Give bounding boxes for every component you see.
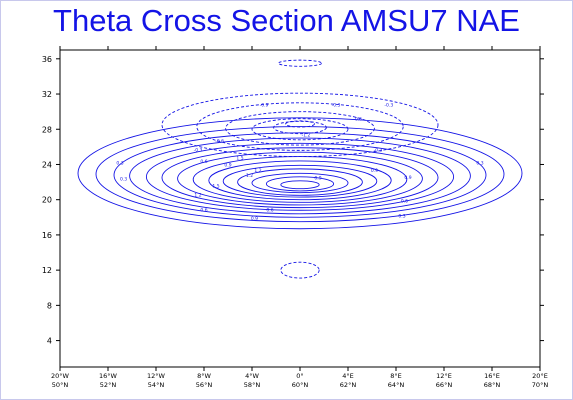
- y-tick-label: 24: [42, 160, 52, 169]
- y-tick-label: 28: [42, 125, 52, 134]
- contour-label: -1.2: [302, 133, 311, 139]
- x-tick-label-lon: 0°: [296, 372, 303, 380]
- x-tick-label-lon: 12°W: [147, 372, 166, 380]
- axes-group: 4 8 12 16 20 24 28 32 36 20°W50°N 16°W52°N 12°W54°N…: [42, 46, 549, 389]
- contour-labels-group: 0.3 0.6 0.9 1.2 1.5 0.3 0.6 0.9 1.2 0.9 0.6 0.3 0.3 0…: [116, 103, 483, 223]
- contour-label: -0.3: [384, 103, 393, 109]
- contour-line-positive: [113, 132, 487, 218]
- y-tick-label: 8: [47, 301, 52, 310]
- chart-title: Theta Cross Section AMSU7 NAE: [53, 3, 520, 38]
- x-tick-label-lat: 54°N: [148, 381, 165, 389]
- contour-line-positive: [145, 142, 455, 211]
- x-tick-label-lon: 16°E: [484, 372, 500, 380]
- x-tick-label-lat: 58°N: [244, 381, 261, 389]
- contour-label: 0.9: [314, 176, 321, 182]
- x-tick-label-lat: 64°N: [388, 381, 405, 389]
- x-tick-label-lat: 66°N: [436, 381, 453, 389]
- contour-label: -0.6: [215, 139, 224, 145]
- x-tick-label-lon: 12°E: [436, 372, 452, 380]
- y-tick-label: 32: [42, 90, 52, 99]
- x-tick-label-lon: 16°W: [99, 372, 118, 380]
- contour-label: -0.3: [332, 103, 341, 109]
- y-tick-label: 36: [42, 55, 52, 64]
- contour-label: 0.3: [116, 161, 123, 167]
- x-tick-label-lat: 62°N: [340, 381, 357, 389]
- y-tick-label: 20: [42, 196, 52, 205]
- contour-label: 0.9: [371, 168, 378, 174]
- contours-group: [77, 59, 523, 279]
- x-tick-label-lon: 8°E: [390, 372, 402, 380]
- x-tick-label-lon: 4°E: [342, 372, 354, 380]
- contour-label: 0.3: [120, 177, 127, 183]
- contour-line-negative-small: [277, 59, 323, 67]
- contour-label: 1.2: [254, 168, 261, 174]
- contour-line-negative: [225, 111, 375, 146]
- contour-line-negative: [196, 102, 404, 151]
- contour-label: 0.9: [404, 175, 411, 181]
- contour-line-positive: [237, 168, 363, 196]
- y-tick-label: 12: [42, 266, 52, 275]
- contour-line-positive: [222, 164, 378, 198]
- x-tick-label-lat: 52°N: [100, 381, 117, 389]
- x-tick-label-lat: 50°N: [52, 381, 69, 389]
- x-tick-label-lon: 4°W: [245, 372, 259, 380]
- contour-label: 0.6: [266, 207, 273, 213]
- contour-label: -0.3: [374, 148, 383, 154]
- contour-label: 0.3: [398, 214, 405, 220]
- contour-line-negative: [285, 120, 315, 128]
- contour-line-positive: [177, 151, 423, 206]
- contour-label: -0.6: [353, 117, 362, 123]
- y-tick-label: 16: [42, 231, 52, 240]
- contour-label: 0.9: [251, 216, 258, 222]
- x-tick-label-lat: 68°N: [484, 381, 501, 389]
- x-tick-label-lat: 70°N: [532, 381, 549, 389]
- x-tick-label-lon: 20°E: [532, 372, 548, 380]
- x-tick-label-lat: 60°N: [292, 381, 309, 389]
- contour-line-negative: [161, 92, 439, 157]
- y-tick-label: 4: [47, 337, 52, 346]
- contour-line-negative: [251, 118, 349, 141]
- contour-label: 0.6: [200, 159, 207, 165]
- contour-line-positive: [77, 117, 523, 230]
- plot-border: [59, 49, 541, 368]
- contour-label: 0.6: [200, 207, 207, 213]
- contour-label: 0.9: [224, 162, 231, 168]
- contour-label: 1.2: [246, 173, 253, 179]
- contour-label: 1.2: [194, 192, 201, 198]
- contour-line-negative-small: [280, 261, 320, 279]
- contour-line-positive: [208, 160, 392, 201]
- contour-label: 1.5: [212, 184, 219, 190]
- contour-label: 0.6: [401, 199, 408, 205]
- x-tick-label-lon: 20°W: [51, 372, 70, 380]
- contour-label: -0.9: [260, 103, 269, 109]
- contour-label: 0.3: [476, 161, 483, 167]
- contour-label: -0.3: [194, 148, 203, 154]
- contour-line-positive: [265, 176, 335, 192]
- contour-line-negative: [273, 120, 327, 135]
- x-tick-label-lat: 56°N: [196, 381, 213, 389]
- contour-line-positive: [129, 137, 471, 215]
- contour-line-positive: [280, 180, 320, 190]
- contour-label: 1.5: [236, 155, 243, 161]
- x-tick-label-lon: 8°W: [197, 372, 211, 380]
- contour-line-positive: [251, 172, 349, 194]
- contour-line-positive: [161, 147, 439, 209]
